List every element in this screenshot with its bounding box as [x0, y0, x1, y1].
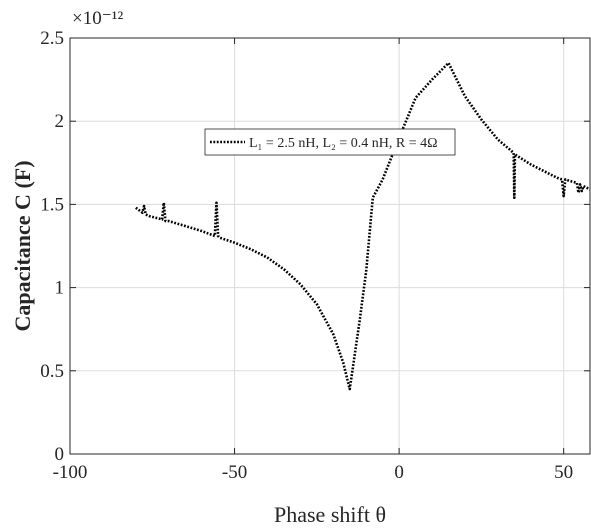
- legend: L₁ = 2.5 nH, L₂ = 0.4 nH, R = 4Ω: [204, 128, 456, 156]
- y-tick-label: 0: [55, 444, 65, 465]
- x-tick-label: -100: [53, 462, 88, 483]
- x-axis-label: Phase shift θ: [274, 502, 386, 527]
- plot-background: [70, 38, 590, 454]
- y-tick-label: 2.5: [40, 28, 64, 49]
- series-line-0: [135, 61, 591, 391]
- x-tick-label: -50: [222, 462, 247, 483]
- y-axis-label: Capacitance C (F): [10, 160, 35, 331]
- y-tick-label: 1.5: [40, 194, 64, 215]
- legend-box: [204, 128, 456, 156]
- x-tick-label: 0: [394, 462, 404, 483]
- plot-frame: [69, 37, 591, 455]
- y-exponent-label: ×10⁻¹²: [72, 8, 123, 29]
- tick-labels: -100 -50 0 50 0 0.5 1 1.5 2 2.5: [40, 28, 573, 483]
- y-tick-label: 0.5: [40, 361, 64, 382]
- legend-label: L₁ = 2.5 nH, L₂ = 0.4 nH, R = 4Ω: [249, 136, 438, 151]
- series-group: [135, 61, 591, 391]
- y-tick-label: 2: [55, 111, 65, 132]
- axis-ticks: [69, 37, 590, 455]
- y-tick-label: 1: [55, 278, 65, 299]
- x-tick-label: 50: [554, 462, 573, 483]
